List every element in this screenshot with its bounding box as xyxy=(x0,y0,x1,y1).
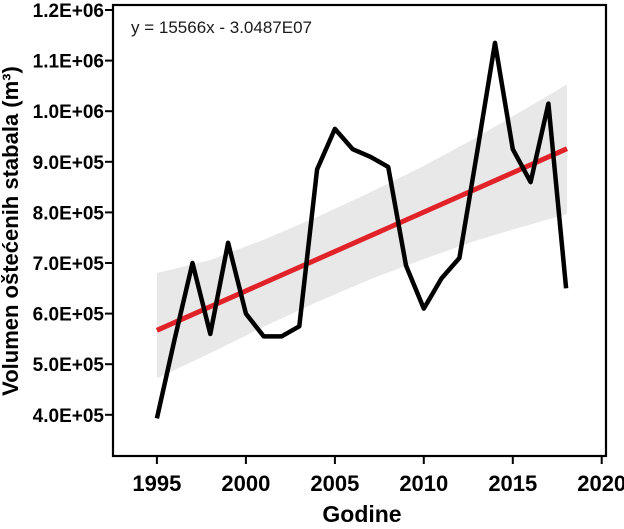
equation-label: y = 15566x - 3.0487E07 xyxy=(131,18,312,37)
x-axis: 1995 2000 2005 2010 2015 2020 xyxy=(132,456,624,496)
y-axis-title: Volumen oštećenih stabala (m³) xyxy=(0,66,23,396)
y-tick-label: 6.0E+05 xyxy=(33,305,105,326)
y-axis: 4.0E+05 5.0E+05 6.0E+05 7.0E+05 8.0E+05 9.0E+… xyxy=(33,1,113,427)
x-tick-label: 2020 xyxy=(577,471,624,496)
x-tick-label: 2015 xyxy=(488,471,537,496)
data-line-volumen-ostecenih-stabala xyxy=(154,40,569,419)
y-tick-label: 5.0E+05 xyxy=(33,355,105,376)
y-tick-label: 1.0E+06 xyxy=(33,102,104,123)
x-tick-label: 2010 xyxy=(399,471,448,496)
x-axis-title: Godine xyxy=(322,501,401,527)
y-tick-label: 1.2E+06 xyxy=(33,1,104,22)
x-tick-label: 2000 xyxy=(221,471,270,496)
y-tick-label: 8.0E+05 xyxy=(33,203,105,224)
x-tick-label: 2005 xyxy=(310,471,359,496)
x-tick-label: 1995 xyxy=(132,471,181,496)
y-tick-label: 7.0E+05 xyxy=(33,254,105,275)
confidence-band xyxy=(156,84,567,379)
plot-layers xyxy=(154,40,569,419)
y-tick-label: 1.1E+06 xyxy=(33,52,104,73)
plot-frame xyxy=(111,3,608,458)
y-tick-label: 4.0E+05 xyxy=(33,406,105,427)
trend-line xyxy=(155,146,569,333)
y-tick-label: 9.0E+05 xyxy=(33,153,105,174)
